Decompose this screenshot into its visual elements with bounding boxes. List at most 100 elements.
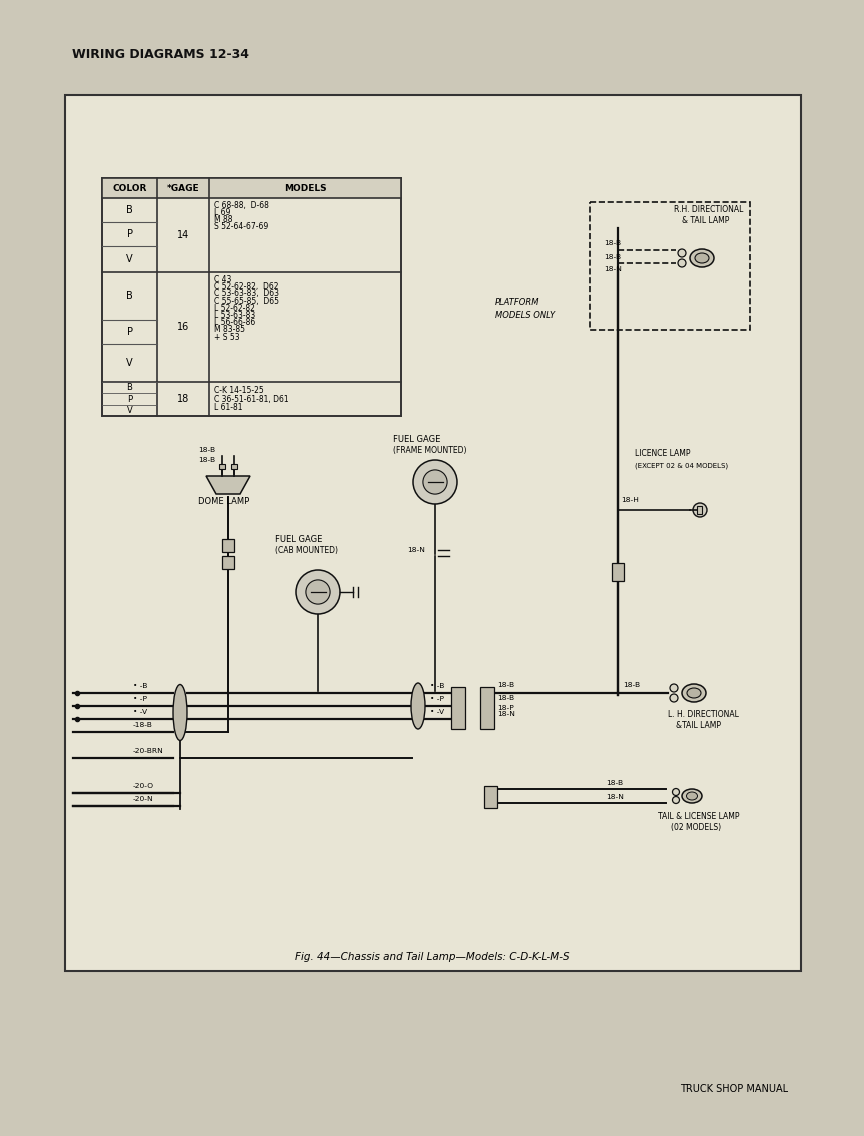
Ellipse shape bbox=[687, 792, 697, 800]
Text: C 36-51-61-81, D61: C 36-51-61-81, D61 bbox=[214, 394, 289, 403]
Text: & TAIL LAMP: & TAIL LAMP bbox=[682, 216, 729, 225]
Text: • -V: • -V bbox=[133, 709, 147, 715]
Text: 18-B: 18-B bbox=[604, 240, 621, 247]
Text: 18-B: 18-B bbox=[604, 254, 621, 260]
Text: (CAB MOUNTED): (CAB MOUNTED) bbox=[275, 546, 338, 556]
Text: • -P: • -P bbox=[133, 696, 147, 702]
Text: (FRAME MOUNTED): (FRAME MOUNTED) bbox=[393, 446, 467, 456]
Text: • -B: • -B bbox=[133, 683, 148, 690]
Text: *GAGE: *GAGE bbox=[167, 184, 200, 192]
Text: 18-N: 18-N bbox=[606, 794, 624, 800]
Text: TRUCK SHOP MANUAL: TRUCK SHOP MANUAL bbox=[680, 1084, 788, 1094]
Text: V: V bbox=[126, 358, 133, 368]
Text: 18-N: 18-N bbox=[497, 711, 515, 717]
Text: 16: 16 bbox=[177, 321, 189, 332]
Text: 14: 14 bbox=[177, 229, 189, 240]
Bar bbox=[102, 178, 401, 198]
Ellipse shape bbox=[695, 253, 709, 264]
Text: 18: 18 bbox=[177, 394, 189, 404]
Bar bbox=[219, 463, 225, 469]
Circle shape bbox=[672, 788, 679, 795]
Text: • -B: • -B bbox=[430, 683, 444, 690]
Text: 18-H: 18-H bbox=[621, 498, 638, 503]
Text: Fig. 44—Chassis and Tail Lamp—Models: C-D-K-L-M-S: Fig. 44—Chassis and Tail Lamp—Models: C-… bbox=[295, 952, 569, 962]
Polygon shape bbox=[206, 476, 250, 494]
Text: M 83-85: M 83-85 bbox=[214, 325, 245, 334]
Ellipse shape bbox=[682, 790, 702, 803]
Circle shape bbox=[678, 259, 686, 267]
Text: L 53-63-83: L 53-63-83 bbox=[214, 311, 255, 320]
Text: L. H. DIRECTIONAL: L. H. DIRECTIONAL bbox=[668, 710, 739, 719]
Bar bbox=[590, 202, 750, 329]
Text: (EXCEPT 02 & 04 MODELS): (EXCEPT 02 & 04 MODELS) bbox=[635, 462, 728, 468]
Bar bbox=[102, 178, 401, 416]
Bar bbox=[222, 538, 234, 551]
Circle shape bbox=[670, 684, 678, 692]
Text: -20-O: -20-O bbox=[133, 783, 154, 790]
Text: C 55-65-85,  D65: C 55-65-85, D65 bbox=[214, 296, 279, 306]
Text: + S 53: + S 53 bbox=[214, 333, 239, 342]
Circle shape bbox=[670, 694, 678, 702]
Text: S 52-64-67-69: S 52-64-67-69 bbox=[214, 222, 268, 231]
Text: 18-N: 18-N bbox=[407, 548, 425, 553]
Ellipse shape bbox=[687, 688, 701, 698]
Text: C-K 14-15-25: C-K 14-15-25 bbox=[214, 386, 264, 395]
Text: FUEL GAGE: FUEL GAGE bbox=[393, 435, 441, 444]
Text: (02 MODELS): (02 MODELS) bbox=[671, 822, 721, 832]
Text: -18-B: -18-B bbox=[133, 722, 153, 728]
Circle shape bbox=[422, 470, 447, 494]
Text: TAIL & LICENSE LAMP: TAIL & LICENSE LAMP bbox=[658, 812, 740, 821]
Text: 18-B: 18-B bbox=[497, 695, 514, 701]
Text: B: B bbox=[126, 291, 133, 301]
Ellipse shape bbox=[173, 685, 187, 741]
Text: C 53-63-83,  D63: C 53-63-83, D63 bbox=[214, 290, 279, 299]
Ellipse shape bbox=[690, 249, 714, 267]
Ellipse shape bbox=[411, 683, 425, 729]
Text: 18-B: 18-B bbox=[623, 682, 640, 688]
Circle shape bbox=[672, 796, 679, 803]
Text: MODELS ONLY: MODELS ONLY bbox=[495, 311, 556, 320]
Bar bbox=[65, 95, 801, 971]
Text: -20-N: -20-N bbox=[133, 796, 154, 802]
Text: 18-B: 18-B bbox=[606, 780, 623, 786]
Text: PLATFORM: PLATFORM bbox=[495, 298, 539, 307]
Bar bbox=[231, 463, 237, 469]
Text: V: V bbox=[126, 254, 133, 264]
Text: COLOR: COLOR bbox=[112, 184, 147, 192]
Text: L 61-81: L 61-81 bbox=[214, 403, 243, 412]
Text: 18-P: 18-P bbox=[497, 705, 514, 711]
Text: LICENCE LAMP: LICENCE LAMP bbox=[635, 449, 690, 458]
Circle shape bbox=[678, 249, 686, 257]
Bar bbox=[697, 506, 702, 513]
Text: V: V bbox=[127, 406, 132, 415]
Text: C 52-62-82,  D62: C 52-62-82, D62 bbox=[214, 282, 278, 291]
Text: P: P bbox=[126, 229, 132, 239]
Circle shape bbox=[306, 579, 330, 604]
Text: DOME LAMP: DOME LAMP bbox=[198, 498, 249, 506]
Text: L 52-62-82: L 52-62-82 bbox=[214, 303, 255, 312]
Circle shape bbox=[413, 460, 457, 504]
Text: L 56-66-86: L 56-66-86 bbox=[214, 318, 255, 327]
Text: -20-BRN: -20-BRN bbox=[133, 747, 164, 754]
Text: 18-B: 18-B bbox=[198, 446, 215, 453]
Ellipse shape bbox=[682, 684, 706, 702]
Text: B: B bbox=[126, 383, 132, 392]
Text: • -V: • -V bbox=[430, 709, 444, 715]
Text: WIRING DIAGRAMS 12-34: WIRING DIAGRAMS 12-34 bbox=[72, 48, 249, 60]
Bar bbox=[612, 563, 624, 580]
Text: M 88: M 88 bbox=[214, 215, 232, 224]
Text: R.H. DIRECTIONAL: R.H. DIRECTIONAL bbox=[674, 204, 743, 214]
Bar bbox=[222, 556, 234, 568]
Text: 18-B: 18-B bbox=[497, 682, 514, 688]
Bar bbox=[484, 786, 497, 808]
Text: FUEL GAGE: FUEL GAGE bbox=[275, 535, 322, 544]
Text: B: B bbox=[126, 204, 133, 215]
Bar bbox=[480, 687, 494, 729]
Circle shape bbox=[693, 503, 707, 517]
Text: P: P bbox=[126, 327, 132, 337]
Bar bbox=[451, 687, 465, 729]
Text: P: P bbox=[127, 394, 132, 403]
Text: MODELS: MODELS bbox=[283, 184, 327, 192]
Text: 18-B: 18-B bbox=[198, 457, 215, 463]
Text: &TAIL LAMP: &TAIL LAMP bbox=[676, 721, 721, 730]
